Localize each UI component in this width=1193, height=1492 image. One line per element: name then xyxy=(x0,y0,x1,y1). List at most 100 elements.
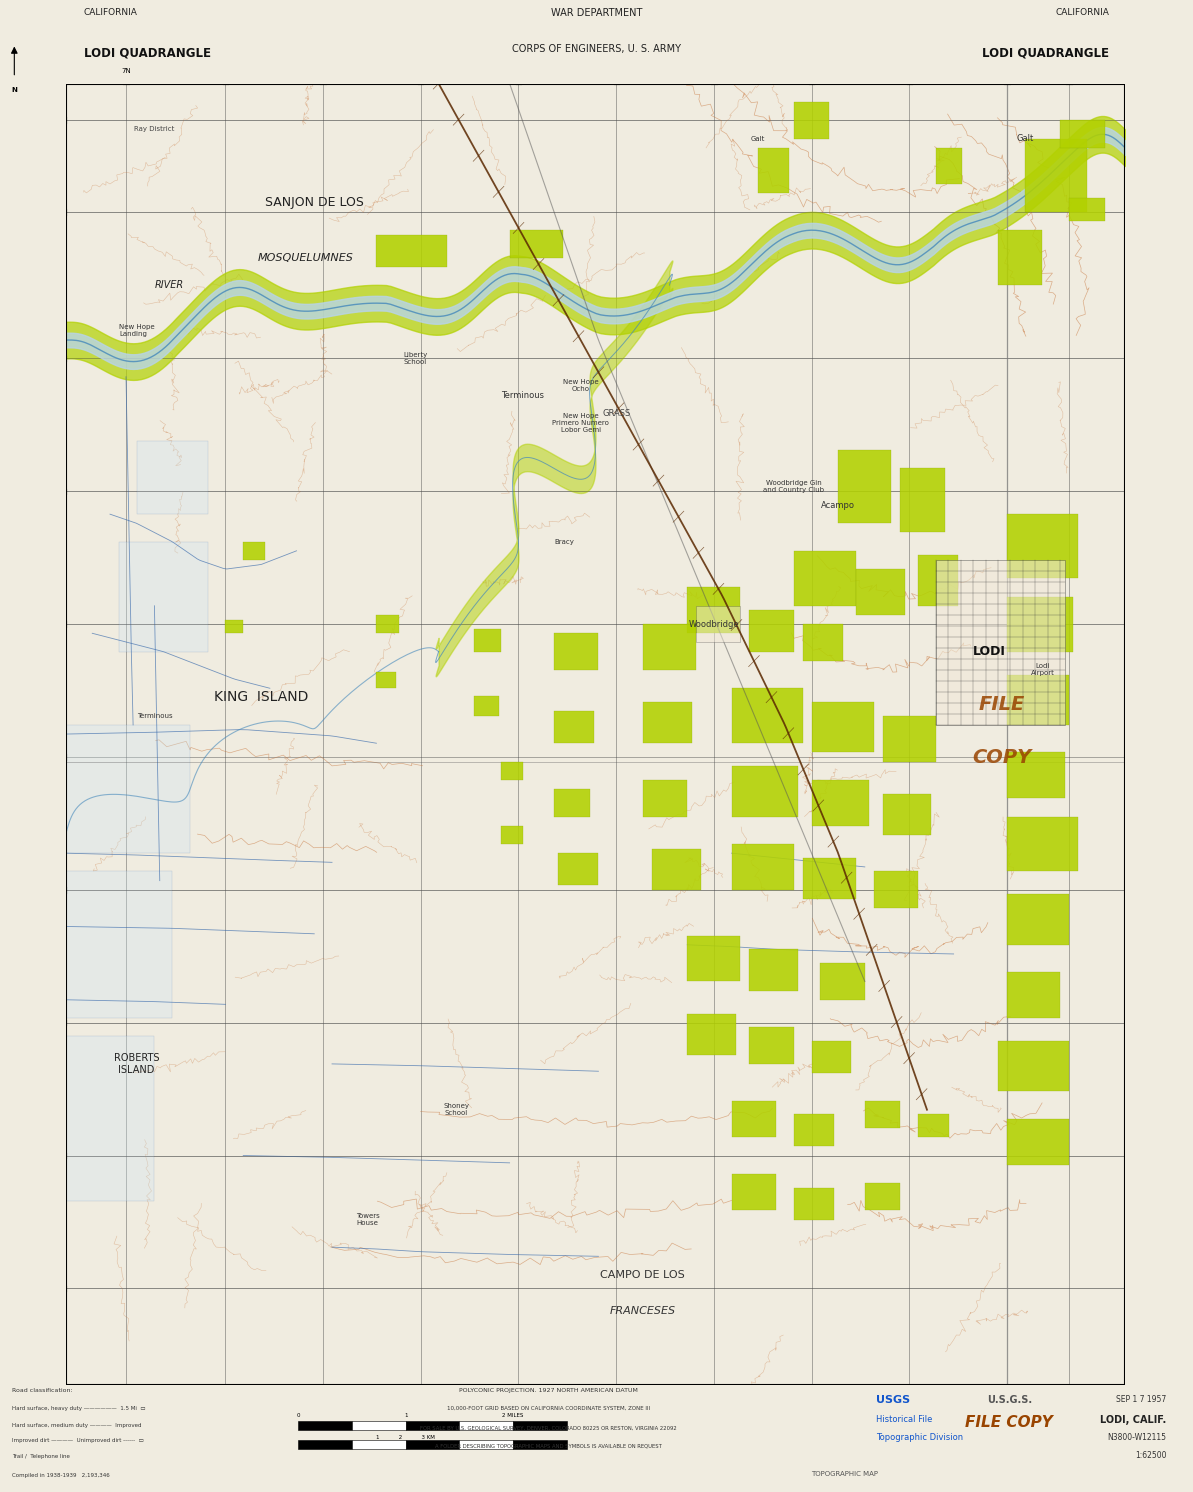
Text: Lodi
Airport: Lodi Airport xyxy=(1031,664,1055,676)
Bar xyxy=(554,789,589,816)
Bar xyxy=(119,542,208,652)
Bar xyxy=(811,780,870,825)
Bar xyxy=(873,871,919,909)
Bar xyxy=(554,712,594,743)
Text: FOR SALE BY U.S. GEOLOGICAL SURVEY, DENVER, COLORADO 80225 OR RESTON, VIRGINIA 2: FOR SALE BY U.S. GEOLOGICAL SURVEY, DENV… xyxy=(420,1425,678,1431)
Bar xyxy=(1007,1119,1069,1165)
Bar xyxy=(793,101,829,139)
Text: Hard surface, medium duty ————  Improved: Hard surface, medium duty ———— Improved xyxy=(12,1423,142,1428)
Text: N: N xyxy=(12,87,17,94)
Bar xyxy=(377,234,447,267)
Text: 10,000-FOOT GRID BASED ON CALIFORNIA COORDINATE SYSTEM, ZONE III: 10,000-FOOT GRID BASED ON CALIFORNIA COO… xyxy=(447,1405,650,1411)
Bar xyxy=(225,619,243,633)
Bar xyxy=(731,688,803,743)
Text: 0: 0 xyxy=(297,1413,299,1417)
Bar xyxy=(509,230,563,258)
Text: Woodbridge Gin
and Country Club: Woodbridge Gin and Country Club xyxy=(764,480,824,494)
Text: 1           2           3 KM: 1 2 3 KM xyxy=(376,1435,435,1440)
Bar xyxy=(352,1420,406,1429)
Bar xyxy=(1007,752,1064,798)
Bar xyxy=(501,825,523,844)
Text: CALIFORNIA: CALIFORNIA xyxy=(1056,7,1109,16)
Text: LODI QUADRANGLE: LODI QUADRANGLE xyxy=(983,46,1109,60)
Text: Galt: Galt xyxy=(1016,134,1033,143)
Text: SEP 1 7 1957: SEP 1 7 1957 xyxy=(1115,1395,1167,1404)
Bar xyxy=(935,560,1064,725)
Text: USGS: USGS xyxy=(876,1395,910,1405)
Text: Compiled in 1938-1939   2,193,346: Compiled in 1938-1939 2,193,346 xyxy=(12,1473,110,1477)
Text: 7N: 7N xyxy=(122,69,131,75)
Bar xyxy=(406,1440,459,1449)
Bar xyxy=(137,440,208,515)
Bar xyxy=(459,1440,513,1449)
Text: CORPS OF ENGINEERS, U. S. ARMY: CORPS OF ENGINEERS, U. S. ARMY xyxy=(512,43,681,54)
Bar xyxy=(731,1101,775,1137)
Bar xyxy=(459,1420,513,1429)
Bar xyxy=(474,628,501,652)
Text: Woodbridge: Woodbridge xyxy=(688,619,740,628)
Text: GRASS: GRASS xyxy=(602,409,630,418)
Text: FILE: FILE xyxy=(979,695,1025,713)
Bar xyxy=(696,606,741,643)
Text: 2 MILES: 2 MILES xyxy=(502,1413,524,1417)
Text: N3800-W12115: N3800-W12115 xyxy=(1107,1432,1167,1441)
Text: New Hope
Ocho: New Hope Ocho xyxy=(563,379,599,392)
Bar xyxy=(793,1188,834,1219)
Text: WAR DEPARTMENT: WAR DEPARTMENT xyxy=(551,7,642,18)
Bar xyxy=(1007,894,1069,944)
Bar xyxy=(811,703,873,752)
Text: Historical File: Historical File xyxy=(876,1414,932,1423)
Text: RIVER: RIVER xyxy=(154,280,184,289)
Bar xyxy=(66,871,172,1018)
Bar xyxy=(999,230,1043,285)
Bar xyxy=(501,761,523,780)
Text: Towers
House: Towers House xyxy=(356,1213,379,1226)
Bar xyxy=(1025,139,1087,212)
Bar xyxy=(643,703,692,743)
Bar xyxy=(793,551,855,606)
Text: Bracy: Bracy xyxy=(554,539,574,545)
Text: POLYCONIC PROJECTION. 1927 NORTH AMERICAN DATUM: POLYCONIC PROJECTION. 1927 NORTH AMERICA… xyxy=(459,1388,638,1394)
Bar xyxy=(377,671,396,688)
Bar xyxy=(66,1037,154,1201)
Bar xyxy=(474,695,499,716)
Bar xyxy=(298,1420,352,1429)
Bar xyxy=(687,588,741,633)
Text: FRANCESES: FRANCESES xyxy=(610,1307,676,1316)
Bar xyxy=(558,853,599,885)
Text: COPY: COPY xyxy=(972,749,1032,767)
Text: TOPOGRAPHIC MAP: TOPOGRAPHIC MAP xyxy=(811,1471,878,1477)
Text: A FOLDER DESCRIBING TOPOGRAPHIC MAPS AND SYMBOLS IS AVAILABLE ON REQUEST: A FOLDER DESCRIBING TOPOGRAPHIC MAPS AND… xyxy=(435,1444,662,1449)
Bar xyxy=(821,964,865,1000)
Bar xyxy=(554,633,599,670)
Bar xyxy=(66,725,190,853)
Bar xyxy=(759,148,790,194)
Text: Galt: Galt xyxy=(752,136,766,142)
Bar xyxy=(865,1183,901,1210)
Bar xyxy=(999,1041,1069,1091)
Text: Trail /  Telephone line: Trail / Telephone line xyxy=(12,1455,70,1459)
Bar xyxy=(1007,515,1078,579)
Bar xyxy=(731,1174,775,1210)
Bar xyxy=(731,765,798,816)
Bar xyxy=(243,542,265,560)
Bar xyxy=(687,935,741,982)
Text: Liberty
School: Liberty School xyxy=(403,352,427,366)
Bar xyxy=(377,615,398,633)
Bar xyxy=(749,949,798,991)
Bar xyxy=(352,1440,406,1449)
Bar xyxy=(643,624,696,670)
Bar xyxy=(749,610,793,652)
Text: KING  ISLAND: KING ISLAND xyxy=(214,691,308,704)
Bar xyxy=(839,451,891,524)
Text: CAMPO DE LOS: CAMPO DE LOS xyxy=(600,1270,685,1280)
Text: Terminous: Terminous xyxy=(501,391,544,400)
Bar xyxy=(935,148,963,185)
Bar xyxy=(643,780,687,816)
Text: LODI QUADRANGLE: LODI QUADRANGLE xyxy=(84,46,210,60)
Bar xyxy=(651,849,700,889)
Bar xyxy=(919,1115,950,1137)
Bar xyxy=(298,1440,352,1449)
Bar xyxy=(803,858,855,900)
Text: ROBERTS
ISLAND: ROBERTS ISLAND xyxy=(113,1053,160,1074)
